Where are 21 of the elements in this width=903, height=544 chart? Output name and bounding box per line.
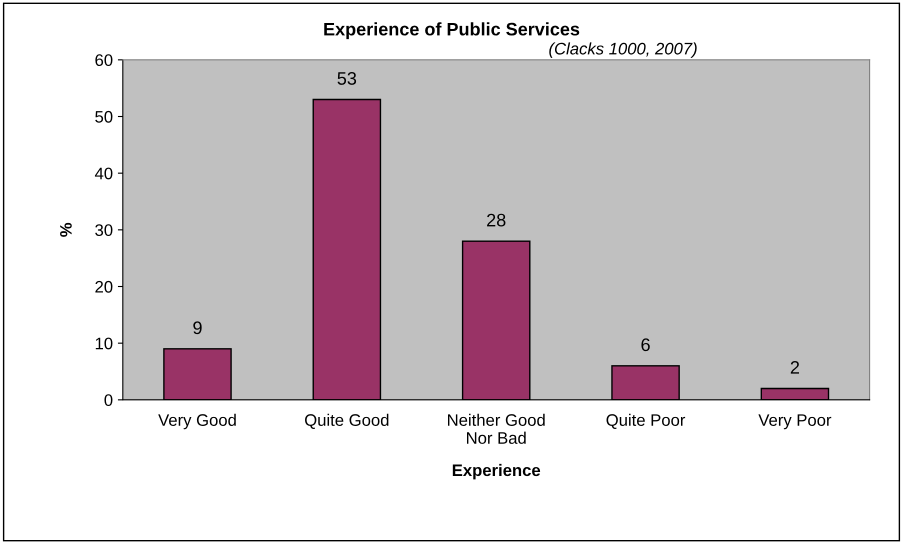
data-label: 9 bbox=[193, 321, 202, 334]
chart-title: Experience of Public Services bbox=[324, 22, 580, 40]
y-tick-label: 10 bbox=[96, 338, 112, 350]
data-label: 6 bbox=[641, 338, 650, 352]
y-tick-label: 20 bbox=[95, 280, 112, 293]
chart-subtitle: (Clacks 1000, 2007) bbox=[549, 42, 697, 58]
y-tick-label: 40 bbox=[94, 168, 112, 180]
data-label: 53 bbox=[338, 72, 356, 85]
y-tick-label: 0 bbox=[104, 394, 112, 406]
y-tick-label: 50 bbox=[95, 110, 112, 123]
y-tick-label: 60 bbox=[95, 54, 112, 66]
x-tick-label: Quite Poor bbox=[606, 414, 686, 429]
x-tick-label: Very Poor bbox=[758, 414, 832, 430]
y-tick-label: 30 bbox=[95, 224, 112, 236]
x-axis-title: Experience bbox=[452, 464, 540, 480]
x-tick-label: Quite Good bbox=[305, 414, 388, 429]
x-tick-label: Very Good bbox=[158, 414, 236, 430]
x-tick-label: Neither Good Nor Bad bbox=[448, 414, 545, 444]
data-label: 28 bbox=[487, 214, 506, 226]
y-axis-title: % bbox=[60, 222, 72, 237]
data-label: 2 bbox=[790, 361, 800, 374]
